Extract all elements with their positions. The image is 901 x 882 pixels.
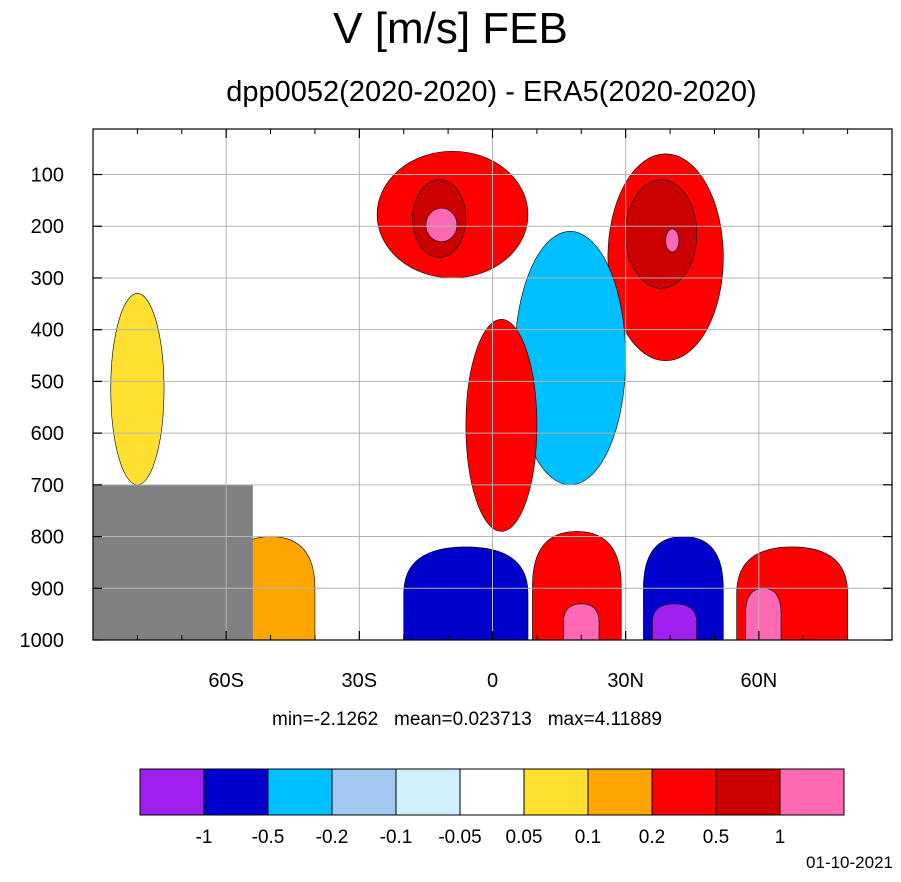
upper-northern-jet-core bbox=[625, 179, 697, 289]
upper-tropical-southern-jet-max bbox=[425, 207, 458, 243]
lower-high-lat-max bbox=[745, 587, 782, 640]
x-tick-label: 30N bbox=[607, 670, 644, 692]
x-tick-label: 30S bbox=[342, 670, 378, 692]
southern-mid-positive bbox=[110, 293, 165, 486]
stat-min: min=-2.1262 bbox=[272, 709, 379, 730]
stat-mean: mean=0.023713 bbox=[394, 709, 532, 730]
colorbar-swatch bbox=[139, 768, 205, 816]
stat-max: max=4.11889 bbox=[547, 709, 662, 730]
axes: 60S 30S 0 30N 60N 100 200 300 400 500 600 700 800 900… bbox=[20, 129, 892, 692]
mid-equatorial-positive bbox=[465, 319, 538, 532]
chart-title: V [m/s] FEB bbox=[333, 4, 568, 53]
x-tick-label: 0 bbox=[487, 670, 498, 692]
colorbar-label: 0.2 bbox=[639, 827, 665, 848]
colorbar-swatch bbox=[459, 768, 525, 816]
antarctic-terrain bbox=[93, 484, 253, 640]
colorbar-label: 1 bbox=[775, 827, 786, 848]
colorbar-label: -1 bbox=[196, 827, 213, 848]
upper-northern-jet-max bbox=[665, 228, 680, 253]
colorbar-swatch bbox=[715, 768, 781, 816]
colorbar-label: -0.2 bbox=[316, 827, 349, 848]
colorbar-swatch bbox=[395, 768, 461, 816]
lower-tropical-negative bbox=[403, 546, 529, 640]
colorbar-label: -0.05 bbox=[438, 827, 481, 848]
colorbar-swatch bbox=[203, 768, 269, 816]
date-stamp: 01-10-2021 bbox=[806, 853, 893, 872]
lower-tropical-positive bbox=[532, 531, 622, 640]
y-tick-label: 800 bbox=[31, 527, 64, 549]
y-tick-label: 200 bbox=[31, 216, 64, 238]
colorbar-label: -0.5 bbox=[252, 827, 285, 848]
lower-midlat-min bbox=[652, 603, 697, 640]
y-tick-label: 600 bbox=[31, 423, 64, 445]
y-tick-label: 500 bbox=[31, 371, 64, 393]
grid-lines bbox=[93, 129, 892, 640]
colorbar-swatch bbox=[331, 768, 397, 816]
colorbar-swatch bbox=[523, 768, 589, 816]
colorbar-swatch bbox=[267, 768, 333, 816]
colorbar-label: -0.1 bbox=[380, 827, 413, 848]
colorbar-label: 0.1 bbox=[575, 827, 601, 848]
y-tick-label: 400 bbox=[31, 320, 64, 342]
y-tick-label: 1000 bbox=[20, 630, 65, 652]
y-tick-label: 300 bbox=[31, 268, 64, 290]
x-tick-label: 60S bbox=[208, 670, 244, 692]
colorbar-label: 0.05 bbox=[506, 827, 543, 848]
colorbar-label: 0.5 bbox=[703, 827, 729, 848]
y-tick-label: 100 bbox=[31, 165, 64, 187]
x-tick-label: 60N bbox=[740, 670, 777, 692]
chart-subtitle: dpp0052(2020-2020) - ERA5(2020-2020) bbox=[226, 76, 757, 108]
y-tick-label: 900 bbox=[31, 578, 64, 600]
colorbar-swatch bbox=[651, 768, 717, 816]
colorbar-swatch bbox=[779, 768, 845, 816]
y-tick-label: 700 bbox=[31, 475, 64, 497]
colorbar-swatch bbox=[587, 768, 653, 816]
colorbar: -1 -0.5 -0.2 -0.1 -0.05 0.05 0.1 0.2 0.5 1 bbox=[139, 768, 845, 848]
statistics-line: min=-2.1262 mean=0.023713 max=4.11889 bbox=[272, 709, 662, 731]
lower-tropical-positive-max bbox=[563, 603, 600, 640]
